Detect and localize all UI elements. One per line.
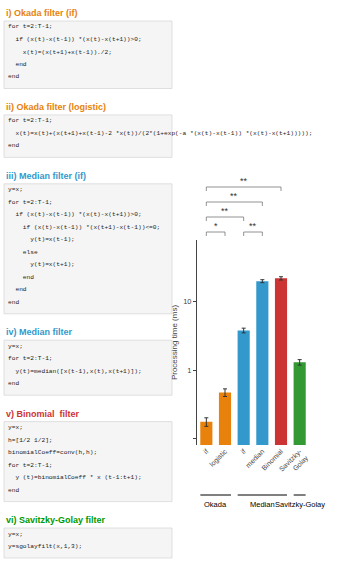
svg-text:y=sgolayfilt(x,1,3);: y=sgolayfilt(x,1,3);: [8, 543, 82, 550]
svg-text:**: **: [221, 206, 229, 216]
svg-text:vi) Savitzky-Golay filter: vi) Savitzky-Golay filter: [6, 515, 106, 525]
svg-text:1: 1: [187, 366, 191, 375]
svg-text:logistic: logistic: [208, 447, 229, 468]
svg-text:Savitzky-Golay: Savitzky-Golay: [278, 447, 311, 480]
svg-text:end: end: [8, 286, 27, 293]
svg-text:Processing time (ms): Processing time (ms): [170, 305, 179, 380]
svg-text:iii) Median filter (if): iii) Median filter (if): [6, 171, 86, 181]
svg-text:for t=2:T-1;: for t=2:T-1;: [8, 117, 53, 124]
svg-text:for t=2:T-1;: for t=2:T-1;: [8, 355, 53, 362]
svg-text:x(t)=x(t)+(x(t+1)+x(t-1)-2 *x(: x(t)=x(t)+(x(t+1)+x(t-1)-2 *x(t))/(2*(1+…: [8, 130, 312, 137]
svg-text:iv) Median filter: iv) Median filter: [6, 327, 73, 337]
svg-text:for t=2:T-1;: for t=2:T-1;: [8, 462, 53, 469]
svg-text:Binomial: Binomial: [260, 447, 284, 471]
svg-text:v) Binomial filter: v) Binomial filter: [6, 409, 80, 419]
svg-text:else: else: [8, 249, 38, 256]
svg-text:end: end: [8, 142, 19, 149]
svg-text:x(t)=(x(t+1)+x(t-1))./2;: x(t)=(x(t+1)+x(t-1))./2;: [8, 49, 112, 56]
svg-text:**: **: [249, 221, 257, 231]
svg-text:*: *: [214, 221, 218, 231]
svg-text:Median: Median: [250, 500, 275, 509]
svg-text:end: end: [8, 61, 27, 68]
svg-text:y=x;: y=x;: [8, 343, 23, 350]
svg-text:y (t)=binomialCoeff * x (t-1:t: y (t)=binomialCoeff * x (t-1:t+1);: [8, 474, 142, 481]
svg-text:ii) Okada filter (logistic): ii) Okada filter (logistic): [6, 102, 106, 112]
svg-text:binomialCoeff=conv(h,h);: binomialCoeff=conv(h,h);: [8, 449, 97, 456]
svg-text:10: 10: [183, 297, 191, 306]
svg-text:end: end: [8, 380, 19, 387]
svg-text:Savitzky-Golay: Savitzky-Golay: [275, 500, 325, 509]
svg-text:end: end: [8, 73, 19, 80]
svg-text:y=x;: y=x;: [8, 424, 23, 431]
svg-text:y(t)=median([x(t-1),x(t),x(t+1: y(t)=median([x(t-1),x(t),x(t+1)]);: [8, 368, 142, 375]
svg-text:if: if: [202, 448, 209, 455]
svg-text:i) Okada filter (if): i) Okada filter (if): [6, 8, 78, 18]
svg-text:end: end: [8, 274, 34, 281]
svg-text:median: median: [244, 448, 265, 469]
svg-text:y(t)=x(t+1);: y(t)=x(t+1);: [8, 261, 75, 268]
svg-text:end: end: [8, 299, 19, 306]
svg-text:end: end: [8, 487, 19, 494]
svg-text:y=x;: y=x;: [8, 531, 23, 538]
svg-text:y=x;: y=x;: [8, 186, 23, 193]
svg-text:if (x(t)-x(t-1)) *(x(t+1)-x(t-: if (x(t)-x(t-1)) *(x(t+1)-x(t-1))<=0;: [8, 224, 160, 231]
svg-text:h=[1/2 1/2];: h=[1/2 1/2];: [8, 437, 53, 444]
svg-text:for t=2:T-1;: for t=2:T-1;: [8, 23, 53, 30]
svg-text:**: **: [230, 191, 238, 201]
svg-text:Okada: Okada: [204, 500, 227, 509]
svg-text:for t=2:T-1;: for t=2:T-1;: [8, 199, 53, 206]
svg-text:if (x(t)-x(t-1)) *(x(t)-x(t+1): if (x(t)-x(t-1)) *(x(t)-x(t+1))>0;: [8, 211, 142, 218]
svg-text:y(t)=x(t-1);: y(t)=x(t-1);: [8, 236, 75, 243]
svg-text:if: if: [239, 448, 246, 455]
svg-text:**: **: [240, 176, 248, 186]
svg-text:if (x(t)-x(t-1)) *(x(t)-x(t+1): if (x(t)-x(t-1)) *(x(t)-x(t+1))>0;: [8, 36, 142, 43]
